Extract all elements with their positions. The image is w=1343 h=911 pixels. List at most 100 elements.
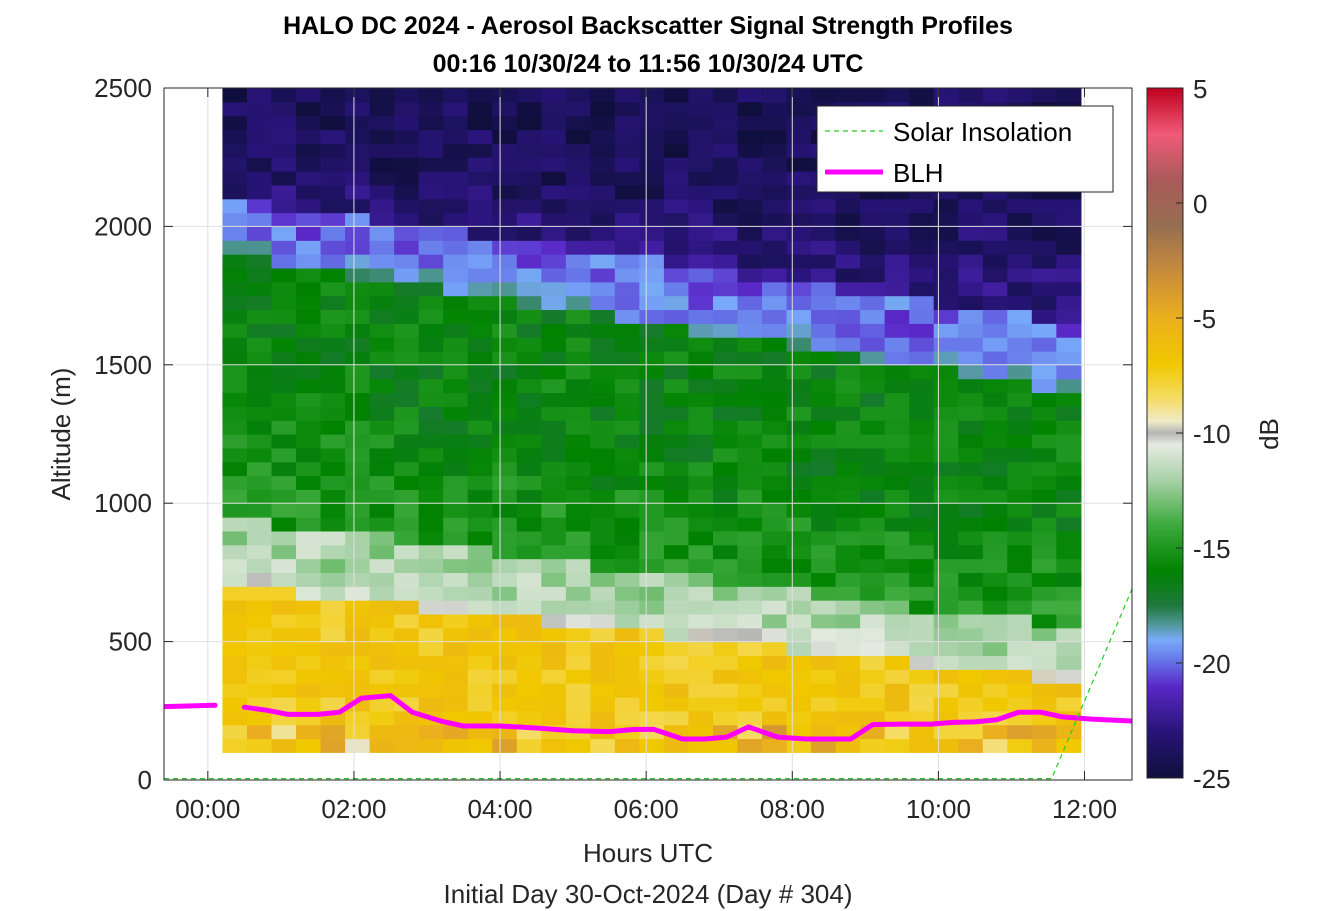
- heatmap-cell: [982, 281, 1008, 297]
- heatmap-cell: [860, 392, 886, 407]
- heatmap-cell: [786, 544, 812, 560]
- heatmap-cell: [320, 337, 346, 352]
- heatmap-cell: [541, 143, 567, 158]
- heatmap-cell: [516, 157, 542, 172]
- heatmap-cell: [786, 613, 812, 629]
- heatmap-cell: [982, 613, 1008, 629]
- heatmap-cell: [1031, 212, 1057, 227]
- heatmap-cell: [467, 669, 493, 684]
- heatmap-cell: [296, 627, 322, 643]
- heatmap-cell: [345, 101, 371, 117]
- heatmap-cell: [835, 489, 861, 504]
- heatmap-cell: [786, 724, 812, 740]
- heatmap-cell: [590, 558, 616, 573]
- heatmap-cell: [1056, 558, 1082, 573]
- heatmap-cell: [1031, 544, 1057, 560]
- heatmap-cell: [590, 364, 616, 380]
- heatmap-cell: [663, 696, 690, 712]
- heatmap-cell: [443, 489, 469, 504]
- heatmap-cell: [320, 669, 346, 684]
- heatmap-cell: [590, 738, 616, 753]
- colorbar-tick-label: -10: [1193, 419, 1231, 449]
- heatmap-cell: [909, 517, 935, 532]
- heatmap-cell: [467, 627, 493, 643]
- heatmap-cell: [688, 724, 714, 740]
- heatmap-cell: [933, 378, 959, 394]
- heatmap-cell: [688, 157, 714, 172]
- heatmap-cell: [884, 226, 910, 241]
- heatmap-cell: [884, 600, 910, 615]
- y-tick-label: 500: [109, 627, 152, 657]
- heatmap-cell: [762, 420, 788, 435]
- heatmap-cell: [1007, 669, 1033, 684]
- heatmap-cell: [492, 586, 518, 601]
- heatmap-cell: [467, 350, 493, 366]
- heatmap-cell: [443, 337, 469, 352]
- heatmap-cell: [418, 641, 444, 657]
- heatmap-cell: [369, 517, 395, 532]
- heatmap-cell: [762, 461, 788, 477]
- heatmap-cell: [909, 655, 935, 670]
- heatmap-cell: [958, 406, 984, 421]
- heatmap-cell: [614, 184, 640, 200]
- heatmap-cell: [860, 350, 886, 366]
- heatmap-cell: [786, 447, 812, 463]
- heatmap-cell: [1031, 724, 1057, 740]
- heatmap-cell: [1031, 503, 1057, 518]
- heatmap-cell: [565, 683, 591, 698]
- heatmap-cell: [246, 323, 273, 338]
- heatmap-cell: [590, 309, 616, 324]
- heatmap-cell: [860, 267, 886, 283]
- heatmap-cell: [1007, 309, 1033, 324]
- heatmap-cell: [1007, 198, 1033, 214]
- heatmap-cell: [688, 586, 714, 601]
- heatmap-cell: [811, 600, 837, 615]
- heatmap-cell: [786, 530, 812, 546]
- heatmap-cell: [320, 212, 346, 227]
- heatmap-cell: [345, 212, 371, 227]
- heatmap-cell: [688, 503, 714, 518]
- heatmap-cell: [712, 171, 739, 186]
- heatmap-cell: [982, 350, 1008, 366]
- heatmap-cell: [516, 696, 542, 712]
- heatmap-cell: [1031, 613, 1057, 629]
- heatmap-cell: [614, 586, 640, 601]
- heatmap-cell: [663, 641, 690, 657]
- heatmap-cell: [958, 586, 984, 601]
- heatmap-cell: [712, 434, 739, 449]
- heatmap-cell: [222, 558, 248, 573]
- heatmap-cell: [1031, 88, 1057, 103]
- heatmap-cell: [786, 392, 812, 407]
- heatmap-cell: [296, 683, 322, 698]
- heatmap-cell: [786, 627, 812, 643]
- heatmap-cell: [246, 683, 273, 698]
- heatmap-cell: [786, 226, 812, 241]
- heatmap-cell: [737, 267, 763, 283]
- heatmap-cell: [786, 572, 812, 587]
- heatmap-cell: [933, 461, 959, 477]
- heatmap-cell: [296, 129, 322, 144]
- heatmap-cell: [492, 212, 518, 227]
- heatmap-cell: [663, 101, 690, 117]
- heatmap-cell: [443, 406, 469, 421]
- heatmap-cell: [246, 198, 273, 214]
- heatmap-cell: [1007, 392, 1033, 407]
- heatmap-cell: [320, 696, 346, 712]
- heatmap-cell: [541, 655, 567, 670]
- heatmap-cell: [418, 447, 444, 463]
- heatmap-cell: [614, 337, 640, 352]
- heatmap-cell: [394, 627, 420, 643]
- heatmap-cell: [909, 378, 935, 394]
- heatmap-cell: [933, 517, 959, 532]
- heatmap-cell: [541, 337, 567, 352]
- heatmap-cell: [639, 669, 665, 684]
- heatmap-cell: [492, 240, 518, 255]
- heatmap-cell: [614, 267, 640, 283]
- heatmap-cell: [271, 143, 297, 158]
- heatmap-cell: [811, 198, 837, 214]
- heatmap-cell: [811, 475, 837, 490]
- heatmap-cell: [394, 420, 420, 435]
- heatmap-cell: [369, 406, 395, 421]
- heatmap-cell: [394, 503, 420, 518]
- heatmap-cell: [614, 489, 640, 504]
